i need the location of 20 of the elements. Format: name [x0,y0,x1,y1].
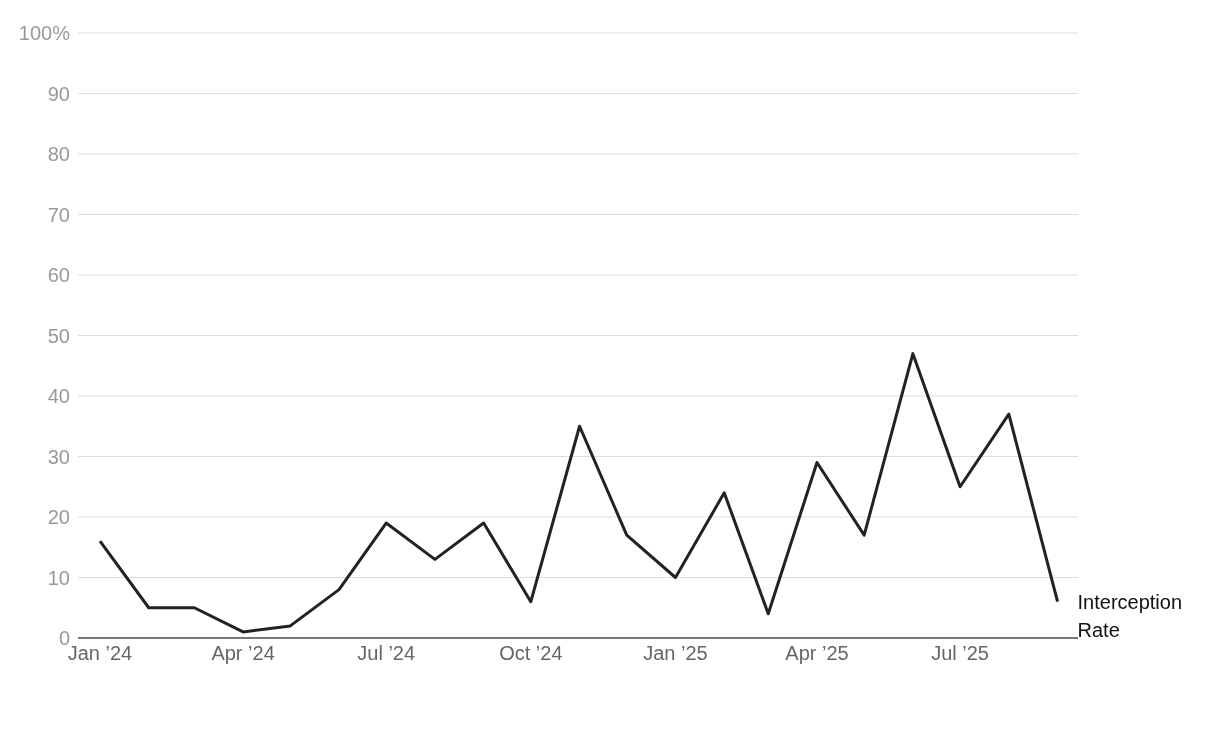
y-tick-label: 100% [18,22,71,45]
x-tick-label: Jan ’24 [67,642,133,665]
y-tick-label: 80 [47,143,70,166]
x-tick-label: Jul ’25 [931,642,989,665]
x-tick-label: Jan ’25 [643,642,708,665]
y-tick-label: 30 [47,445,70,468]
x-tick-label: Apr ’24 [211,642,275,665]
series-label: Interception Rate [1077,590,1183,641]
line-series [98,352,1060,634]
x-tick-label: Oct ’24 [499,642,563,665]
y-tick-label: 0 [58,627,70,650]
x-tick-label: Jul ’24 [357,642,416,665]
y-tick-label: 70 [47,203,70,226]
y-tick-label: 10 [47,566,70,589]
y-tick-label: 60 [47,264,70,287]
x-tick-label: Apr ’25 [785,642,849,665]
y-tick-label: 90 [47,82,70,105]
y-tick-label: 40 [47,385,70,408]
y-tick-label: 20 [47,506,70,529]
y-tick-label: 50 [47,324,70,347]
